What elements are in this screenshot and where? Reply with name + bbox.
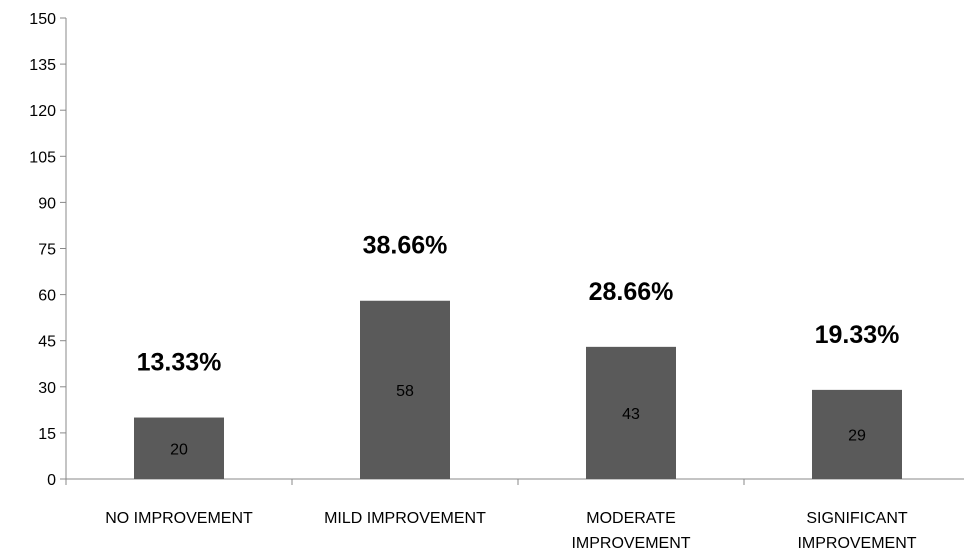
x-tick-label: SIGNIFICANT IMPROVEMENT xyxy=(797,510,916,552)
x-tick-label-line: MILD IMPROVEMENT xyxy=(324,510,486,527)
y-tick-label: 45 xyxy=(38,334,56,351)
x-tick-label: MILD IMPROVEMENT xyxy=(324,510,486,527)
bar-value-label: 58 xyxy=(396,383,414,400)
y-tick-label: 90 xyxy=(38,195,56,212)
y-tick-label: 135 xyxy=(29,57,56,74)
bar xyxy=(586,346,676,479)
x-tick-label-line: SIGNIFICANT xyxy=(806,510,908,527)
bar xyxy=(360,300,450,479)
y-tick-label: 105 xyxy=(29,149,56,166)
bar-percent-label: 19.33% xyxy=(815,321,900,349)
x-tick-label: MODERATE IMPROVEMENT xyxy=(571,510,690,552)
bar-value-label: 20 xyxy=(170,441,188,458)
y-axis-ticks: 0 15 30 45 60 75 90 105 120 135 150 xyxy=(29,11,66,489)
y-tick-label: 60 xyxy=(38,288,56,305)
bar-percent-label: 28.66% xyxy=(589,278,674,306)
bar-percent-label: 13.33% xyxy=(137,349,222,377)
bar xyxy=(812,389,902,479)
y-tick-label: 150 xyxy=(29,11,56,28)
x-tick-label-line: IMPROVEMENT xyxy=(571,535,690,552)
x-tick-label-line: NO IMPROVEMENT xyxy=(105,510,253,527)
x-tick-label-line: MODERATE xyxy=(586,510,675,527)
bar-value-label: 43 xyxy=(622,406,640,423)
y-tick-label: 15 xyxy=(38,426,56,443)
x-tick-label-line: IMPROVEMENT xyxy=(797,535,916,552)
y-tick-label: 75 xyxy=(38,242,56,259)
bar-value-label: 29 xyxy=(848,427,866,444)
y-tick-label: 30 xyxy=(38,380,56,397)
bar-percent-label: 38.66% xyxy=(363,232,448,260)
bar xyxy=(134,417,224,479)
y-tick-label: 0 xyxy=(47,472,56,489)
x-tick-label: NO IMPROVEMENT xyxy=(105,510,253,527)
y-tick-label: 120 xyxy=(29,103,56,120)
bars: 20 13.33% 58 38.66% 43 28.66% 29 19.33% xyxy=(134,232,902,479)
x-axis-ticks: NO IMPROVEMENT MILD IMPROVEMENT MODERATE IM… xyxy=(65,479,917,552)
